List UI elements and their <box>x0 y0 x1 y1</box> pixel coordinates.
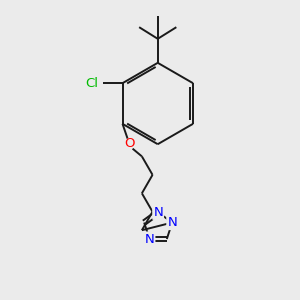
Text: O: O <box>124 137 135 151</box>
Text: N: N <box>167 216 177 229</box>
Text: N: N <box>145 232 154 245</box>
Text: Cl: Cl <box>85 77 98 90</box>
Text: N: N <box>153 206 163 219</box>
